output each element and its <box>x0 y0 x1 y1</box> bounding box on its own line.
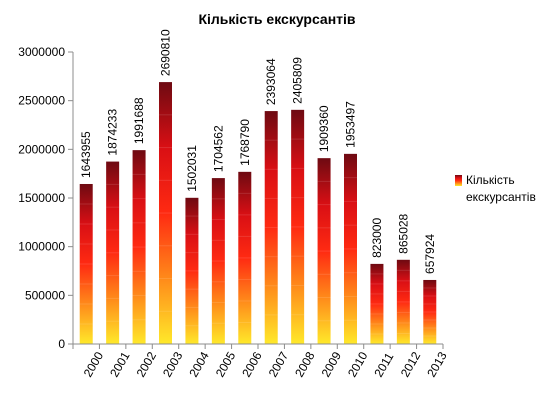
data-label: 1643955 <box>79 131 93 178</box>
legend: Кількість екскурсантів <box>455 173 536 204</box>
y-tick-label: 0 <box>58 337 65 351</box>
legend-line-1: Кількість <box>466 173 515 187</box>
data-labels: 1643955 1874233 1991688 2690810 1502031 17045… <box>79 29 437 274</box>
bars <box>79 82 437 345</box>
bar <box>211 178 225 344</box>
data-label: 1704562 <box>211 125 225 172</box>
x-tick-label: 2004 <box>186 349 212 379</box>
y-tick-label: 1500000 <box>18 191 65 205</box>
data-label: 1768790 <box>238 119 252 166</box>
legend-line-2: екскурсантів <box>466 190 536 204</box>
data-label: 2690810 <box>159 29 173 76</box>
data-label: 1874233 <box>106 109 120 156</box>
x-tick-label: 2013 <box>424 349 450 379</box>
y-tick-label: 2000000 <box>18 142 65 156</box>
bar <box>79 183 93 344</box>
x-tick-label: 2011 <box>371 350 396 380</box>
bar <box>370 263 384 344</box>
data-label: 1991688 <box>132 97 146 144</box>
legend-swatch <box>455 175 462 186</box>
data-label: 823000 <box>370 218 384 258</box>
x-tick-label: 2010 <box>345 349 371 379</box>
x-tick-label: 2002 <box>134 349 160 379</box>
bar <box>291 109 305 344</box>
x-tick-label: 2008 <box>292 349 318 379</box>
data-label: 1909360 <box>317 105 331 152</box>
bar <box>317 158 331 344</box>
data-label: 1953497 <box>344 101 358 148</box>
data-label: 2393064 <box>264 58 278 105</box>
y-tick-label: 1000000 <box>18 240 65 254</box>
y-axis: 0 500000 1000000 1500000 2000000 2500000 30000… <box>18 45 74 351</box>
data-label: 2405809 <box>291 57 305 104</box>
y-tick-label: 2500000 <box>18 94 65 108</box>
x-tick-label: 2003 <box>160 349 186 379</box>
x-tick-label: 2009 <box>319 349 345 379</box>
bar <box>396 259 410 344</box>
y-tick-label: 500000 <box>25 288 65 302</box>
bar <box>159 82 172 345</box>
x-tick-label: 2000 <box>81 349 107 379</box>
bar <box>185 197 199 344</box>
data-label: 657924 <box>423 234 437 274</box>
bar <box>238 171 252 344</box>
data-label: 865028 <box>396 213 410 253</box>
x-tick-label: 2007 <box>266 349 292 379</box>
y-tick-label: 3000000 <box>18 45 65 59</box>
x-tick-label: 2001 <box>107 349 133 379</box>
x-tick-label: 2005 <box>213 349 239 379</box>
bar <box>132 150 146 344</box>
bar <box>344 153 357 344</box>
bar <box>423 279 437 344</box>
x-tick-label: 2012 <box>398 349 424 379</box>
bar <box>106 161 120 344</box>
bar <box>264 111 278 344</box>
chart-title: Кількість екскурсантів <box>198 11 355 27</box>
data-label: 1502031 <box>185 145 199 192</box>
x-axis: 2000 2001 2002 2003 2004 2005 2006 2007 2008 2009… <box>72 343 450 380</box>
x-tick-label: 2006 <box>239 349 265 379</box>
